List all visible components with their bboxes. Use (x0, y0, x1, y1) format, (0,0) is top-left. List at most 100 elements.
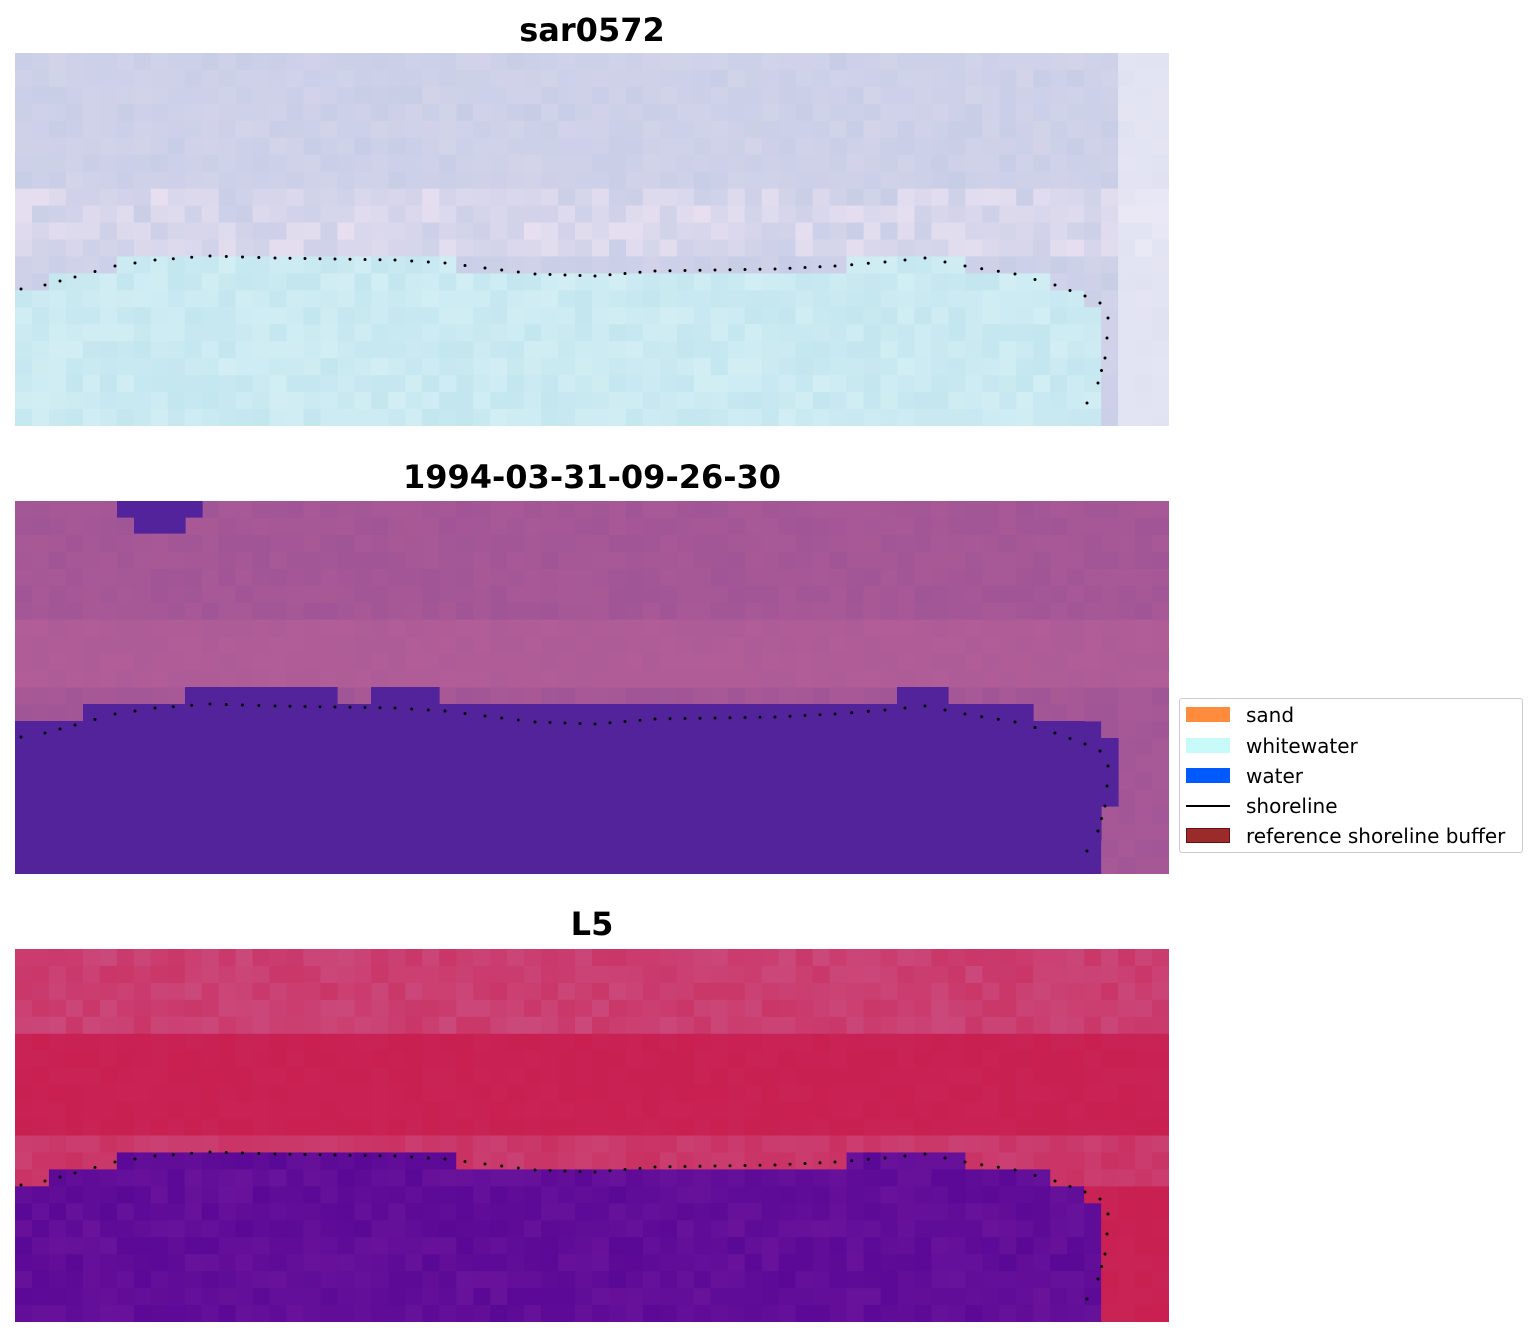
index-pixel (880, 1203, 899, 1221)
index-pixel (812, 1237, 831, 1255)
image-pixel (1101, 188, 1119, 207)
classified-pixel (965, 619, 983, 638)
image-pixel (490, 256, 508, 274)
index-pixel (184, 1220, 203, 1238)
image-pixel (31, 137, 50, 156)
classified-pixel (1084, 721, 1102, 739)
index-pixel (354, 1135, 372, 1154)
image-pixel (31, 86, 50, 105)
image-pixel (1067, 188, 1085, 207)
image-pixel (507, 392, 525, 410)
classified-pixel (337, 585, 356, 604)
image-pixel (1067, 103, 1085, 122)
classified-pixel (167, 636, 186, 655)
index-pixel (693, 1237, 712, 1255)
image-pixel (286, 205, 305, 224)
image-pixel (473, 273, 491, 291)
classified-pixel (65, 619, 84, 638)
classified-pixel (1118, 670, 1136, 689)
index-pixel (1152, 1237, 1169, 1255)
index-pixel (778, 1067, 797, 1086)
image-pixel (541, 137, 559, 156)
index-pixel (422, 965, 440, 984)
classified-pixel (625, 585, 644, 604)
index-pixel (1101, 949, 1119, 967)
index-pixel (710, 1135, 729, 1154)
image-pixel (235, 324, 254, 342)
image-pixel (473, 69, 491, 88)
image-pixel (269, 341, 288, 359)
index-pixel (473, 949, 491, 967)
classified-pixel (337, 534, 356, 553)
index-pixel (184, 1169, 203, 1187)
index-pixel (965, 1254, 983, 1272)
shoreline-point (578, 722, 582, 725)
image-pixel (473, 256, 491, 274)
classified-pixel (1135, 755, 1153, 773)
classified-pixel (693, 534, 712, 553)
image-pixel (167, 205, 186, 224)
index-pixel (1135, 1033, 1153, 1052)
index-pixel (592, 1220, 610, 1238)
image-pixel (575, 239, 593, 258)
index-pixel (659, 1254, 678, 1272)
image-pixel (575, 256, 593, 274)
image-pixel (167, 273, 186, 291)
shoreline-point (698, 1164, 702, 1168)
index-pixel (625, 1186, 644, 1204)
index-pixel (99, 1305, 118, 1322)
image-pixel (812, 205, 831, 224)
index-pixel (201, 1101, 220, 1120)
shoreline-point (943, 708, 947, 712)
image-pixel (625, 188, 644, 207)
index-pixel (473, 1237, 491, 1255)
index-pixel (812, 1101, 831, 1120)
index-pixel (150, 1169, 169, 1187)
classified-pixel (1101, 568, 1119, 587)
index-pixel (1118, 1050, 1136, 1069)
image-pixel (625, 392, 644, 410)
index-pixel (727, 949, 746, 967)
classified-pixel (965, 653, 983, 672)
image-pixel (507, 53, 525, 71)
classified-pixel (727, 619, 746, 638)
image-pixel (1118, 273, 1136, 291)
classified-pixel (1016, 551, 1034, 570)
image-pixel (320, 341, 339, 359)
index-pixel (99, 1016, 118, 1035)
index-pixel (1084, 982, 1102, 1001)
index-pixel (167, 1254, 186, 1272)
image-pixel (1033, 188, 1051, 207)
image-pixel (1033, 205, 1051, 224)
image-pixel (31, 392, 50, 410)
image-pixel (99, 188, 118, 207)
image-pixel (65, 392, 84, 410)
image-pixel (524, 137, 542, 156)
image-pixel (422, 103, 440, 122)
image-pixel (659, 324, 678, 342)
index-pixel (48, 1050, 67, 1069)
index-pixel (133, 1203, 152, 1221)
index-pixel (931, 1050, 949, 1069)
index-pixel (744, 965, 763, 984)
index-pixel (422, 1288, 440, 1306)
index-pixel (812, 999, 831, 1018)
shoreline-point (788, 714, 792, 718)
index-pixel (1101, 1237, 1119, 1255)
index-pixel (99, 965, 118, 984)
index-pixel (269, 965, 288, 984)
index-pixel (795, 1118, 814, 1137)
image-pixel (863, 86, 882, 105)
image-pixel (405, 154, 423, 173)
image-pixel (778, 103, 797, 122)
index-pixel (829, 1169, 848, 1187)
image-pixel (405, 86, 423, 105)
shoreline-point (500, 716, 504, 720)
classified-pixel (150, 653, 169, 672)
classified-pixel (744, 619, 763, 638)
index-pixel (82, 999, 101, 1018)
image-pixel (490, 341, 508, 359)
classified-pixel (167, 670, 186, 689)
rgb-image-panel (15, 53, 1169, 426)
shoreline-point (1033, 726, 1037, 729)
